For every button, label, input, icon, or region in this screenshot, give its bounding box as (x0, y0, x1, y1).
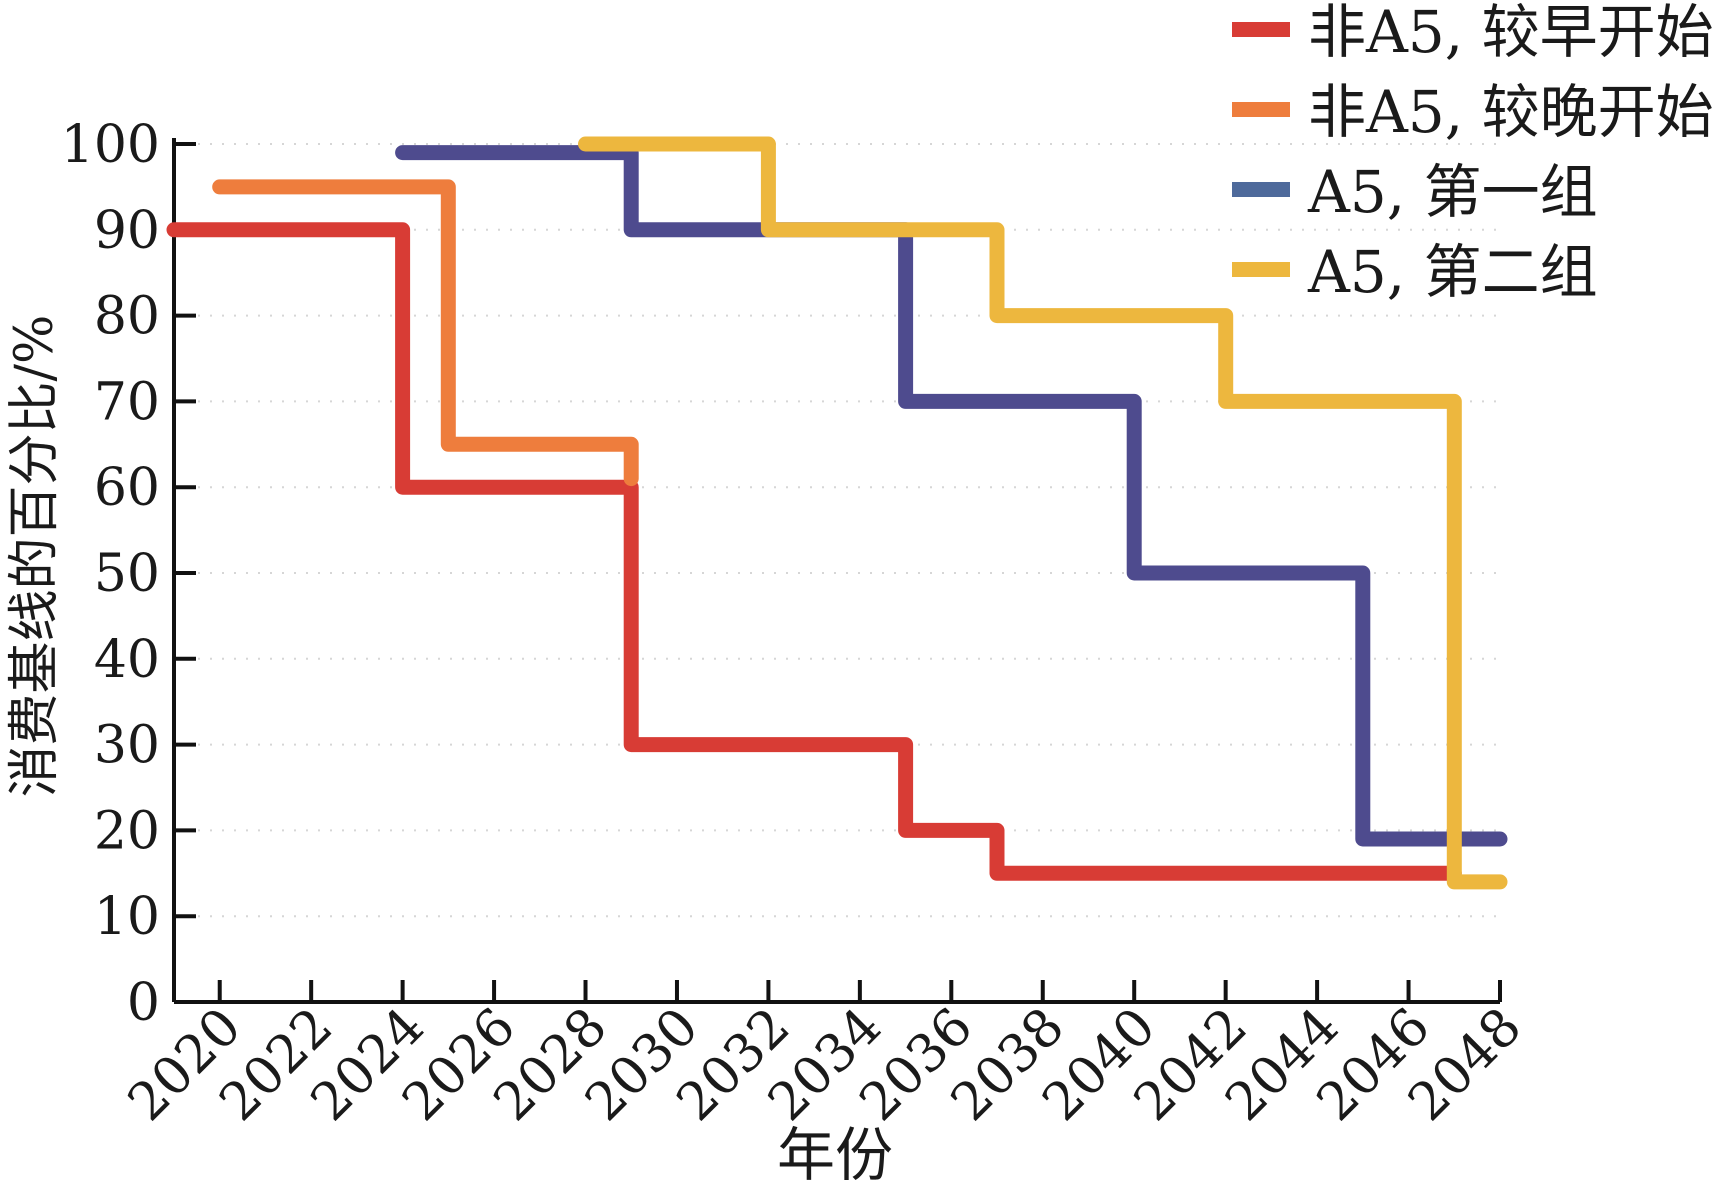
legend-label-3: A5, 第一组 (1307, 158, 1598, 226)
y-tick-label: 50 (94, 544, 160, 604)
series-line-3 (395, 145, 1508, 847)
y-tick-label: 40 (94, 630, 160, 690)
legend-swatch-3 (1232, 182, 1290, 197)
y-tick-label: 0 (127, 973, 160, 1033)
y-tick-label: 100 (61, 115, 160, 175)
legend-label-1: 非A5, 较早开始 (1308, 0, 1714, 66)
axes (172, 138, 1502, 1004)
y-tick-label: 20 (94, 801, 160, 861)
legend-swatch-4 (1232, 262, 1290, 277)
legend-swatch-1 (1232, 22, 1290, 37)
gridlines (174, 143, 1500, 918)
y-tick-label: 10 (94, 887, 160, 947)
y-tick-label: 30 (94, 716, 160, 776)
y-tick-label: 80 (94, 287, 160, 347)
series-line-2 (212, 179, 639, 487)
x-axis-label: 年份 (777, 1121, 893, 1189)
series-line-4 (578, 136, 1508, 890)
series-lines (166, 136, 1508, 890)
y-axis-label: 消费基线的百分比/% (5, 315, 65, 798)
legend-label-2: 非A5, 较晚开始 (1308, 78, 1714, 146)
y-tick-label: 70 (94, 372, 160, 432)
legend-label-4: A5, 第二组 (1307, 238, 1598, 306)
y-tick-label: 60 (94, 458, 160, 518)
series-line-1 (166, 222, 1462, 881)
y-tick-label: 90 (94, 201, 160, 261)
legend-swatch-2 (1232, 102, 1290, 117)
